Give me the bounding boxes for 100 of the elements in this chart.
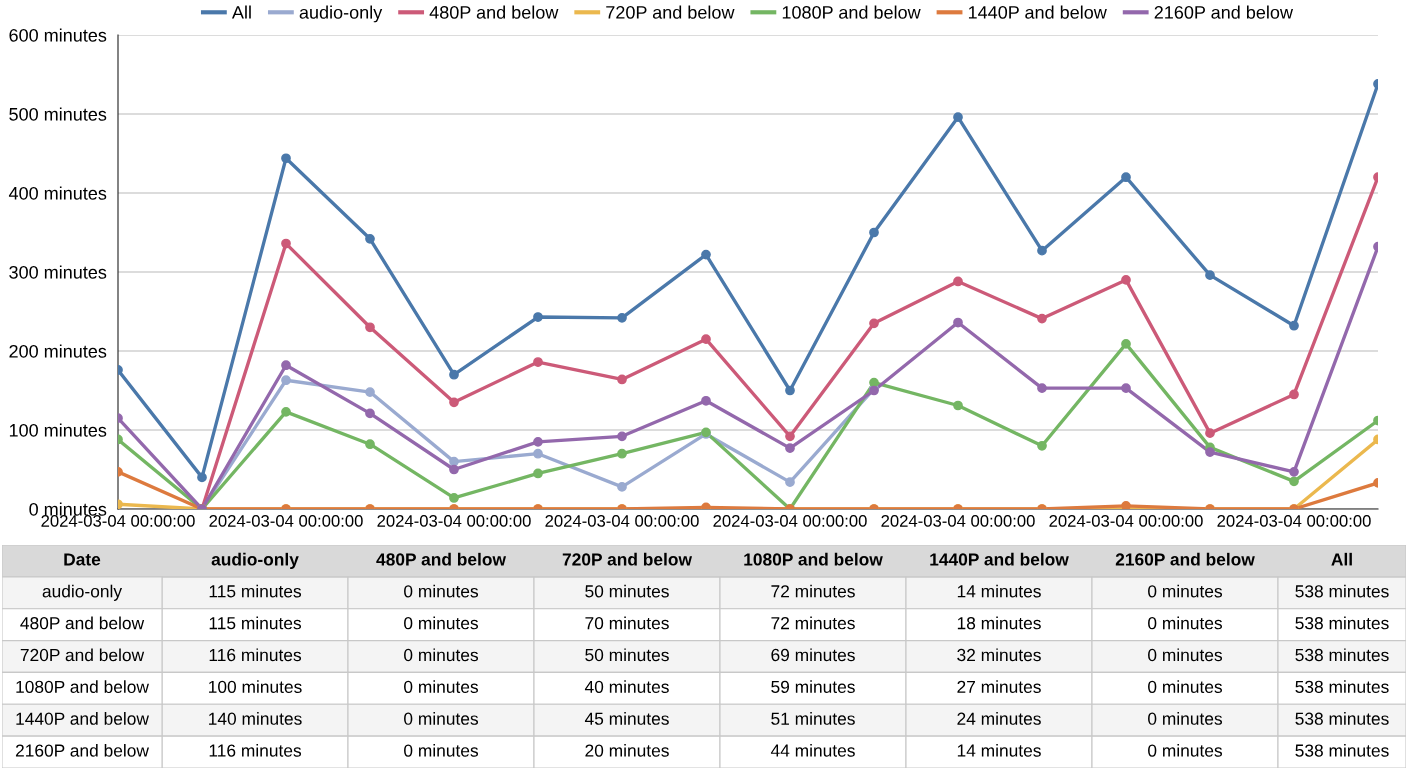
y-tick-label: 480P and below xyxy=(20,616,145,630)
point xyxy=(617,431,627,442)
point xyxy=(1205,447,1215,457)
legend-label: 1080P and below xyxy=(782,5,921,19)
data-label: 115 minutes xyxy=(209,616,302,630)
data-label: 20 minutes xyxy=(585,743,669,757)
point xyxy=(533,312,543,322)
point xyxy=(1121,172,1131,183)
data-label: 0 minutes xyxy=(1148,743,1223,757)
point xyxy=(365,233,375,244)
point xyxy=(449,369,459,380)
x-tick-label: 2024-03-04 00:00:00 xyxy=(41,515,195,527)
data-label: 538 minutes xyxy=(1295,648,1389,662)
point xyxy=(449,456,459,467)
point xyxy=(281,375,291,386)
data-label: 0 minutes xyxy=(404,648,479,662)
legend-label: 1440P and below xyxy=(968,5,1107,19)
point xyxy=(785,477,795,488)
point xyxy=(449,464,459,475)
data-label: 50 minutes xyxy=(585,584,669,598)
y-axis-title: Date xyxy=(64,553,101,566)
data-label: 32 minutes xyxy=(957,648,1041,662)
x-tick-label: 2024-03-04 00:00:00 xyxy=(713,515,867,527)
point xyxy=(953,112,963,123)
data-label: 27 minutes xyxy=(957,680,1041,694)
point xyxy=(281,360,291,371)
data-label: 0 minutes xyxy=(404,616,479,630)
data-label: 14 minutes xyxy=(957,584,1041,598)
point xyxy=(1289,389,1299,400)
data-label: 116 minutes xyxy=(209,648,302,662)
point xyxy=(197,472,207,483)
point xyxy=(869,318,879,329)
data-label: 538 minutes xyxy=(1295,616,1389,630)
point xyxy=(1037,440,1047,451)
point xyxy=(1037,313,1047,324)
y-tick-label: 400 minutes xyxy=(8,186,107,200)
legend-label: All xyxy=(231,5,251,19)
point xyxy=(449,397,459,408)
data-label: 100 minutes xyxy=(209,680,302,694)
point xyxy=(617,374,627,385)
point xyxy=(365,408,375,419)
data-label: 0 minutes xyxy=(1148,584,1223,598)
y-tick-label: 100 minutes xyxy=(9,423,107,437)
data-label: 72 minutes xyxy=(771,616,855,630)
point xyxy=(281,406,291,417)
point xyxy=(701,249,711,260)
point xyxy=(785,431,795,442)
data-label: 18 minutes xyxy=(957,616,1041,630)
point xyxy=(365,387,375,397)
x-tick-label: 2024-03-04 00:00:00 xyxy=(377,515,531,527)
point xyxy=(869,377,879,388)
y-tick-label: 600 minutes xyxy=(9,28,107,42)
data-label: 69 minutes xyxy=(771,648,855,662)
y-tick-label: 0 minutes xyxy=(29,502,107,516)
point xyxy=(1289,320,1299,331)
data-label: 50 minutes xyxy=(585,648,669,662)
y-tick-label: 720P and below xyxy=(20,648,145,662)
data-label: 44 minutes xyxy=(770,743,855,757)
x-tick-label: 480P and below xyxy=(376,552,507,566)
data-label: 40 minutes xyxy=(584,680,669,694)
y-tick-label: 200 minutes xyxy=(9,344,107,358)
point xyxy=(1205,428,1215,439)
data-label: 538 minutes xyxy=(1295,712,1389,725)
point xyxy=(281,238,291,249)
x-tick-label: 720P and below xyxy=(562,552,693,566)
point xyxy=(953,276,963,287)
point xyxy=(1289,467,1299,477)
y-tick-label: 1080P and below xyxy=(16,680,149,694)
data-label: 0 minutes xyxy=(404,584,479,598)
point xyxy=(449,493,459,503)
x-tick-label: 2024-03-04 00:00:00 xyxy=(1049,515,1203,527)
point xyxy=(617,448,627,459)
legend-label: 480P and below xyxy=(429,5,559,19)
point xyxy=(953,400,963,411)
data-label: 115 minutes xyxy=(209,584,302,598)
data-label: 116 minutes xyxy=(209,743,302,757)
data-label: 0 minutes xyxy=(1148,648,1223,662)
data-label: 0 minutes xyxy=(1148,616,1223,630)
x-tick-label: All xyxy=(1331,552,1352,566)
legend-label: 720P and below xyxy=(606,5,735,19)
point xyxy=(785,443,795,454)
point xyxy=(1037,383,1047,393)
point xyxy=(701,334,711,345)
x-tick-label: 2024-03-04 00:00:00 xyxy=(545,515,699,527)
x-tick-label: 2024-03-04 00:00:00 xyxy=(1217,515,1371,527)
data-label: 14 minutes xyxy=(957,743,1041,757)
data-label: 0 minutes xyxy=(404,712,479,725)
point xyxy=(533,436,543,447)
data-label: 0 minutes xyxy=(1148,712,1223,725)
point xyxy=(1205,270,1215,281)
x-tick-label: 2024-03-04 00:00:00 xyxy=(881,515,1035,527)
data-label: 45 minutes xyxy=(584,712,669,725)
data-label: 538 minutes xyxy=(1295,743,1389,757)
y-tick-label: 500 minutes xyxy=(9,107,107,121)
legend-label: audio-only xyxy=(299,5,383,23)
point xyxy=(1121,275,1131,285)
x-tick-label: 2160P and below xyxy=(1115,552,1255,566)
data-label: 0 minutes xyxy=(404,680,479,694)
data-label: 59 minutes xyxy=(771,680,855,694)
point xyxy=(533,357,543,367)
